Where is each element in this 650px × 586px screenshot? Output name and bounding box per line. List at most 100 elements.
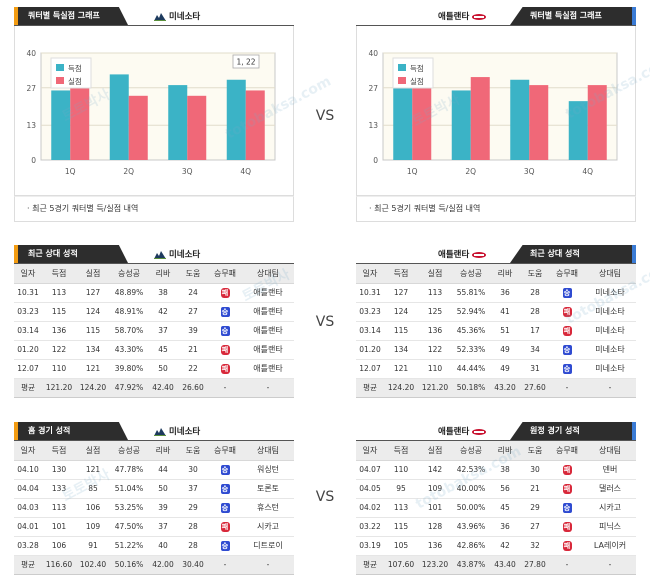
y-tick-label: 27 xyxy=(368,84,378,93)
stat-cell: 34 xyxy=(520,340,550,360)
legend-swatch xyxy=(56,77,64,84)
stat-cell: 21 xyxy=(520,479,550,499)
average-cell: 27.80 xyxy=(520,555,550,575)
recent-record-section: 최근 상대 성적 미네소타 일자 득점 실점 승성공 리바 도움 승무패 상대팀 10.31 11… xyxy=(0,238,650,408)
result-cell: 패 xyxy=(208,283,242,303)
atlanta-logo-icon xyxy=(472,13,487,20)
stat-cell: 47.50% xyxy=(110,517,148,537)
stat-cell: 44 xyxy=(148,460,178,480)
average-cell: 124.20 xyxy=(384,378,418,398)
column-header: 도움 xyxy=(520,264,550,284)
average-cell: 47.92% xyxy=(110,378,148,398)
average-cell: 50.18% xyxy=(452,378,490,398)
bar-score xyxy=(568,101,588,160)
average-cell: - xyxy=(242,555,294,575)
column-header: 도움 xyxy=(178,441,208,461)
opponent-cell: 시카고 xyxy=(584,498,636,518)
x-tick-label: 1Q xyxy=(65,167,76,176)
stat-cell: 50 xyxy=(148,479,178,499)
opponent-cell: 미네소타 xyxy=(584,283,636,303)
result-cell: 승 xyxy=(208,498,242,518)
stat-cell: 121 xyxy=(76,359,110,379)
home-recent-table: 일자 득점 실점 승성공 리바 도움 승무패 상대팀 10.31 113 127 48.89% 38 24… xyxy=(14,264,294,398)
x-tick-label: 4Q xyxy=(240,167,251,176)
minnesota-logo-icon xyxy=(154,428,166,436)
opponent-cell: 미네소타 xyxy=(584,321,636,341)
stat-cell: 42.86% xyxy=(452,536,490,556)
x-tick-label: 2Q xyxy=(465,167,476,176)
away-recent-title: 최근 상대 성적 xyxy=(510,245,636,263)
column-header: 도움 xyxy=(178,264,208,284)
legend-swatch xyxy=(56,64,64,71)
loss-badge: 패 xyxy=(562,325,572,336)
away-team-label: 애틀랜타 xyxy=(438,248,487,260)
stat-cell: 27 xyxy=(178,302,208,322)
stat-cell: 03.23 xyxy=(14,302,42,322)
loss-badge: 패 xyxy=(220,344,230,355)
result-cell: 패 xyxy=(208,517,242,537)
home-quarter-chart: 0 13 27 40 1Q 2Q 3Q 4Q 득점 실점 1, 22 xyxy=(14,26,294,196)
loss-badge: 패 xyxy=(220,287,230,298)
average-cell: 116.60 xyxy=(42,555,76,575)
bar-score xyxy=(510,79,530,160)
stat-cell: 121 xyxy=(384,359,418,379)
table-row: 04.04 133 85 51.04% 50 37 승 토론토 xyxy=(14,479,294,499)
average-cell: 42.00 xyxy=(148,555,178,575)
stat-cell: 113 xyxy=(384,498,418,518)
average-cell: 43.20 xyxy=(490,378,520,398)
opponent-cell: 워싱턴 xyxy=(242,460,294,480)
x-tick-label: 1Q xyxy=(407,167,418,176)
away-games-table: 일자 득점 실점 승성공 리바 도움 승무패 상대팀 04.07 110 142 42.53% 38 30… xyxy=(356,441,636,575)
opponent-cell: 덴버 xyxy=(584,460,636,480)
stat-cell: 136 xyxy=(418,536,452,556)
stat-cell: 109 xyxy=(76,517,110,537)
stat-cell: 03.28 xyxy=(14,536,42,556)
stat-cell: 39 xyxy=(178,321,208,341)
bar-allow xyxy=(470,77,490,160)
table-row: 03.19 105 136 42.86% 42 32 패 LA레이커 xyxy=(356,536,636,556)
y-tick-label: 0 xyxy=(31,156,36,165)
average-cell: 30.40 xyxy=(178,555,208,575)
table-header-row: 일자 득점 실점 승성공 리바 도움 승무패 상대팀 xyxy=(356,441,636,461)
table-row: 03.28 106 91 51.22% 40 28 승 디트로이 xyxy=(14,536,294,556)
table-row: 03.14 136 115 58.70% 37 39 승 애틀랜타 xyxy=(14,321,294,341)
table-row: 04.05 95 109 40.00% 56 21 패 댈러스 xyxy=(356,479,636,499)
stat-cell: 48.91% xyxy=(110,302,148,322)
vs-label-1: VS xyxy=(315,108,335,124)
win-badge: 승 xyxy=(562,502,572,513)
result-cell: 패 xyxy=(550,479,584,499)
stat-cell: 101 xyxy=(42,517,76,537)
chart-tooltip-box xyxy=(232,54,260,69)
column-header: 실점 xyxy=(418,264,452,284)
bar-allow xyxy=(412,85,432,160)
stat-cell: 38 xyxy=(148,283,178,303)
legend-label: 실점 xyxy=(68,76,82,86)
average-cell: 42.40 xyxy=(148,378,178,398)
opponent-cell: 애틀랜타 xyxy=(242,283,294,303)
stat-cell: 24 xyxy=(178,283,208,303)
x-tick-label: 2Q xyxy=(123,167,134,176)
stat-cell: 133 xyxy=(42,479,76,499)
minnesota-logo-icon xyxy=(154,13,166,21)
stat-cell: 38 xyxy=(490,460,520,480)
table-row: 12.07 110 121 39.80% 50 22 패 애틀랜타 xyxy=(14,359,294,379)
stat-cell: 04.02 xyxy=(356,498,384,518)
away-recent-header: 최근 상대 성적 애틀랜타 xyxy=(356,238,636,264)
stat-cell: 128 xyxy=(418,517,452,537)
opponent-cell: 시카고 xyxy=(242,517,294,537)
stat-cell: 03.14 xyxy=(14,321,42,341)
x-tick-label: 3Q xyxy=(182,167,193,176)
average-cell: - xyxy=(242,378,294,398)
column-header: 일자 xyxy=(14,264,42,284)
column-header: 승무패 xyxy=(550,441,584,461)
stat-cell: 10.31 xyxy=(14,283,42,303)
loss-badge: 패 xyxy=(562,521,572,532)
result-cell: 패 xyxy=(208,340,242,360)
away-team-name: 애틀랜타 xyxy=(438,12,470,22)
stat-cell: 28 xyxy=(178,536,208,556)
home-quarter-header: 쿼터별 득실점 그래프 미네소타 xyxy=(14,0,294,26)
stat-cell: 130 xyxy=(42,460,76,480)
away-quarter-title: 쿼터별 득실점 그래프 xyxy=(510,7,636,25)
column-header: 상대팀 xyxy=(584,264,636,284)
